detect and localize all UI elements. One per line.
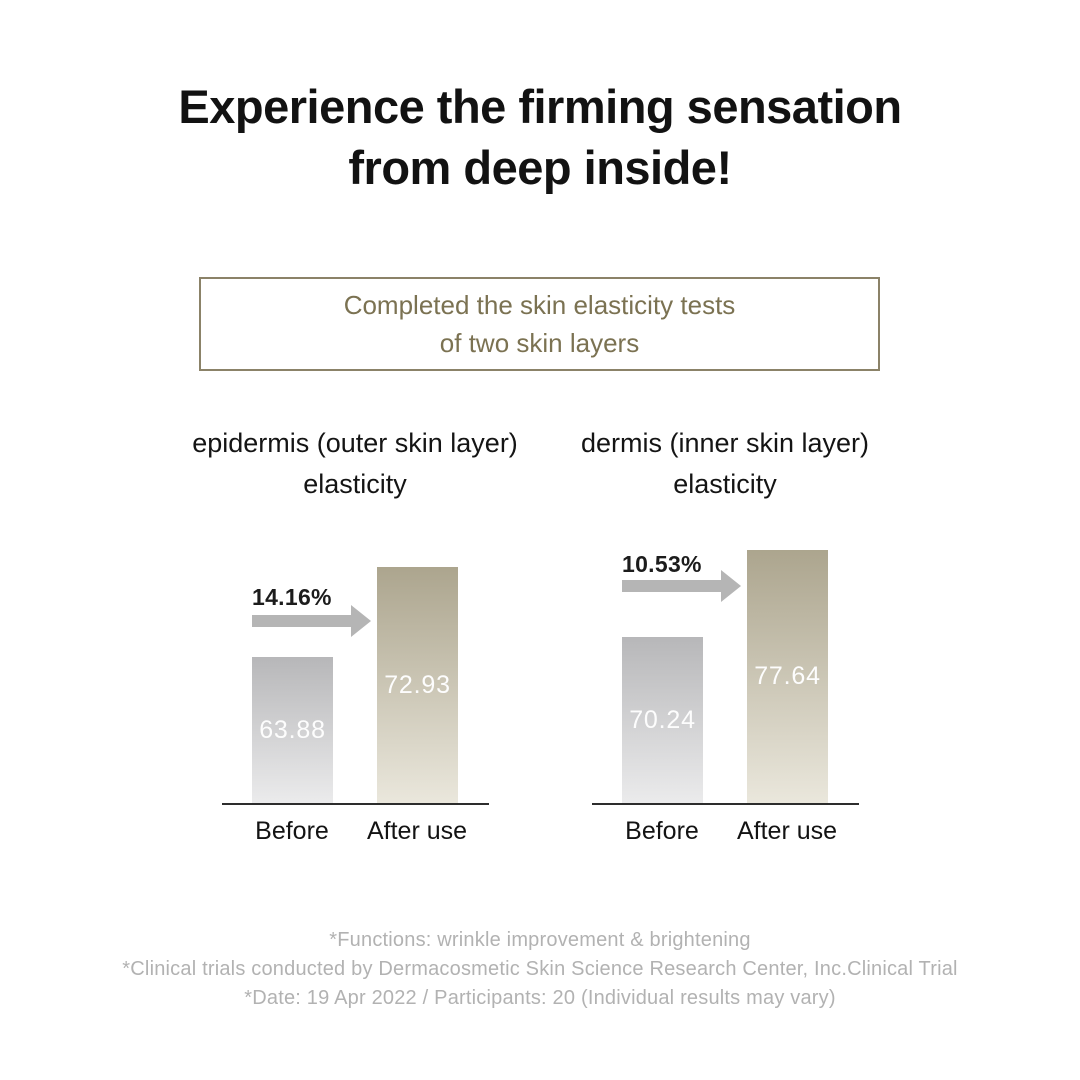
bar-value-dermis-after: 77.64 [754,662,821,690]
right-arrow-icon [622,570,742,602]
chart-title-epidermis-line1: epidermis (outer skin layer) [192,428,518,458]
improvement-label-epidermis: 14.16% [252,584,332,610]
axis-label-epidermis-before: Before [255,817,329,845]
banner-box: Completed the skin elasticity tests of t… [199,277,880,371]
footnote-date-participants: *Date: 19 Apr 2022 / Participants: 20 (I… [244,987,836,1009]
arrow-head [351,605,371,637]
chart-title-epidermis: epidermis (outer skin layer) elasticity [145,423,565,505]
bar-epidermis-after: 72.93 [377,567,458,803]
bar-dermis-before: 70.24 [622,637,703,803]
banner-line2: of two skin layers [439,328,640,358]
page-title-line2: from deep inside! [348,141,732,194]
bar-value-dermis-before: 70.24 [629,705,696,734]
bar-dermis-after: 77.64 [747,550,828,803]
footnote-functions: *Functions: wrinkle improvement & bright… [329,929,751,951]
page-title: Experience the firming sensation from de… [0,76,1080,198]
chart-title-epidermis-line2: elasticity [303,469,407,499]
bar-value-epidermis-before: 63.88 [259,715,326,744]
arrow-shaft [622,580,721,592]
chart-title-dermis-line1: dermis (inner skin layer) [580,428,870,458]
chart-title-dermis: dermis (inner skin layer) elasticity [515,423,935,505]
chart-title-dermis-line2: elasticity [673,469,777,499]
bar-value-epidermis-after: 72.93 [384,670,451,699]
right-arrow-icon [252,605,372,637]
banner-line1: Completed the skin elasticity tests [343,290,736,320]
axis-label-epidermis-after: After use [366,817,468,845]
arrow-shaft [252,615,351,627]
axis-label-dermis-before: Before [625,817,699,845]
axis-label-dermis-after: After use [736,817,838,845]
footnotes: *Functions: wrinkle improvement & bright… [0,926,1080,1013]
bar-epidermis-before: 63.88 [252,657,333,803]
arrow-head [721,570,741,602]
page-title-line1: Experience the firming sensation [178,80,902,133]
axis-line-dermis [592,803,859,805]
improvement-label-dermis: 10.53% [622,551,702,577]
axis-line-epidermis [222,803,489,805]
footnote-clinical-trials: *Clinical trials conducted by Dermacosme… [122,958,958,980]
